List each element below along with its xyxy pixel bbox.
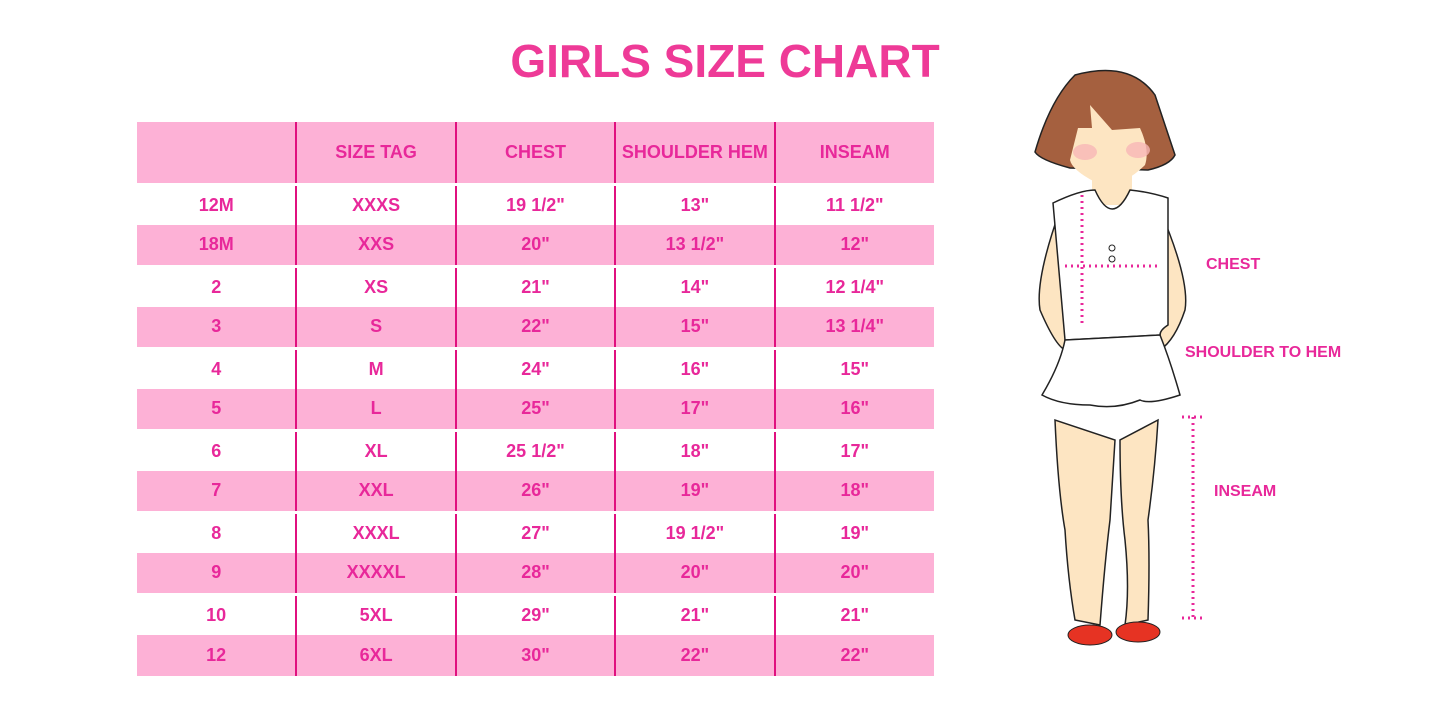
cell-size-tag: XS bbox=[295, 264, 456, 307]
cell-size-tag: S bbox=[295, 307, 456, 348]
button bbox=[1108, 255, 1116, 263]
face bbox=[1070, 105, 1147, 184]
cell-shoulder-hem: 13 1/2" bbox=[614, 225, 775, 266]
cell-shoulder-hem: 20" bbox=[614, 553, 775, 594]
cell-inseam: 15" bbox=[773, 346, 934, 389]
cell-size: 10 bbox=[137, 592, 297, 635]
cell-size-tag: 6XL bbox=[295, 635, 456, 676]
arms bbox=[1038, 208, 1187, 352]
cell-inseam: 11 1/2" bbox=[773, 182, 934, 225]
cell-inseam: 16" bbox=[773, 389, 934, 430]
cell-size: 18M bbox=[198, 234, 234, 255]
cell-inseam: 18" bbox=[773, 471, 934, 512]
cell-size-tag: XXXS bbox=[295, 182, 456, 225]
cell-size-tag: 5XL bbox=[295, 592, 456, 635]
cheek bbox=[1073, 144, 1097, 160]
cell-chest: 24" bbox=[454, 346, 616, 389]
header-inseam: INSEAM bbox=[773, 122, 934, 184]
cell-size-tag: M bbox=[295, 346, 456, 389]
cell-inseam: 21" bbox=[773, 592, 934, 635]
table-row: 6 XL 25 1/2" 18" 17" bbox=[137, 428, 934, 471]
cell-shoulder-hem: 22" bbox=[614, 635, 775, 676]
cell-size: 12 bbox=[206, 645, 227, 665]
cell-inseam: 12" bbox=[773, 225, 934, 266]
table-header-row: SIZE TAG CHEST SHOULDER HEM INSEAM bbox=[137, 122, 934, 184]
button bbox=[1108, 244, 1116, 252]
cell-chest: 30" bbox=[454, 635, 616, 676]
cell-chest: 27" bbox=[454, 510, 616, 553]
cell-size: 4 bbox=[137, 346, 297, 389]
table-row: 12M XXXS 19 1/2" 13" 11 1/2" bbox=[137, 182, 934, 225]
cell-size-tag: XL bbox=[295, 428, 456, 471]
cell-shoulder-hem: 15" bbox=[614, 307, 775, 348]
right-shoe bbox=[1115, 621, 1161, 643]
table-row: 4 M 24" 16" 15" bbox=[137, 346, 934, 389]
cell-size: 6 bbox=[137, 428, 297, 471]
header-size-tag: SIZE TAG bbox=[295, 122, 456, 184]
cell-shoulder-hem: 17" bbox=[614, 389, 775, 430]
header-shoulder-hem: SHOULDER HEM bbox=[614, 122, 775, 184]
cell-size: 5 bbox=[211, 398, 222, 419]
cell-shoulder-hem: 18" bbox=[614, 428, 775, 471]
table-row: 9 XXXXL 28" 20" 20" bbox=[137, 553, 934, 594]
header-size bbox=[137, 122, 296, 184]
cell-size-tag: XXS bbox=[295, 225, 456, 266]
cell-inseam: 20" bbox=[773, 553, 934, 594]
cell-chest: 29" bbox=[454, 592, 616, 635]
ruffle-skirt bbox=[1040, 334, 1181, 408]
legs bbox=[1054, 418, 1159, 626]
table-row: 8 XXXL 27" 19 1/2" 19" bbox=[137, 510, 934, 553]
shoulder-to-hem-label: SHOULDER TO HEM bbox=[1185, 344, 1342, 361]
cell-size: 8 bbox=[137, 510, 297, 553]
cell-size-tag: L bbox=[295, 389, 456, 430]
table-row: 18M XXS 20" 13 1/2" 12" bbox=[137, 225, 934, 266]
table-row: 7 XXL 26" 19" 18" bbox=[137, 471, 934, 512]
table-row: 12 6XL 30" 22" 22" bbox=[137, 635, 934, 676]
cell-size-tag: XXXXL bbox=[295, 553, 456, 594]
chest-label: CHEST bbox=[1206, 256, 1261, 273]
cell-size: 2 bbox=[137, 264, 297, 307]
shirt bbox=[1052, 189, 1169, 341]
cell-size: 9 bbox=[211, 562, 222, 583]
cell-chest: 25 1/2" bbox=[454, 428, 616, 471]
cell-shoulder-hem: 19" bbox=[614, 471, 775, 512]
cell-inseam: 19" bbox=[773, 510, 934, 553]
cell-size: 7 bbox=[211, 480, 222, 501]
cell-shoulder-hem: 14" bbox=[614, 264, 775, 307]
header-chest: CHEST bbox=[454, 122, 616, 184]
girl-measurement-illustration bbox=[1034, 69, 1202, 646]
cell-chest: 21" bbox=[454, 264, 616, 307]
cell-chest: 22" bbox=[454, 307, 616, 348]
size-chart-table: SIZE TAG CHEST SHOULDER HEM INSEAM 12M XX… bbox=[137, 122, 934, 676]
page-title: GIRLS SIZE CHART bbox=[510, 35, 940, 87]
cell-size: 3 bbox=[211, 316, 222, 337]
cell-size: 12M bbox=[137, 182, 297, 225]
cell-chest: 26" bbox=[454, 471, 616, 512]
cell-inseam: 22" bbox=[773, 635, 934, 676]
cell-inseam: 17" bbox=[773, 428, 934, 471]
cheek bbox=[1126, 142, 1150, 158]
cell-shoulder-hem: 19 1/2" bbox=[614, 510, 775, 553]
left-shoe bbox=[1067, 624, 1113, 646]
cell-chest: 19 1/2" bbox=[454, 182, 616, 225]
cell-size-tag: XXL bbox=[295, 471, 456, 512]
cell-size-tag: XXXL bbox=[295, 510, 456, 553]
inseam-label: INSEAM bbox=[1214, 483, 1277, 500]
cell-inseam: 13 1/4" bbox=[773, 307, 934, 348]
cell-chest: 25" bbox=[454, 389, 616, 430]
cell-chest: 28" bbox=[454, 553, 616, 594]
cell-chest: 20" bbox=[454, 225, 616, 266]
table-row: 3 S 22" 15" 13 1/4" bbox=[137, 307, 934, 348]
cell-inseam: 12 1/4" bbox=[773, 264, 934, 307]
table-row: 5 L 25" 17" 16" bbox=[137, 389, 934, 430]
table-row: 2 XS 21" 14" 12 1/4" bbox=[137, 264, 934, 307]
cell-shoulder-hem: 21" bbox=[614, 592, 775, 635]
table-row: 10 5XL 29" 21" 21" bbox=[137, 592, 934, 635]
cell-shoulder-hem: 13" bbox=[614, 182, 775, 225]
cell-shoulder-hem: 16" bbox=[614, 346, 775, 389]
